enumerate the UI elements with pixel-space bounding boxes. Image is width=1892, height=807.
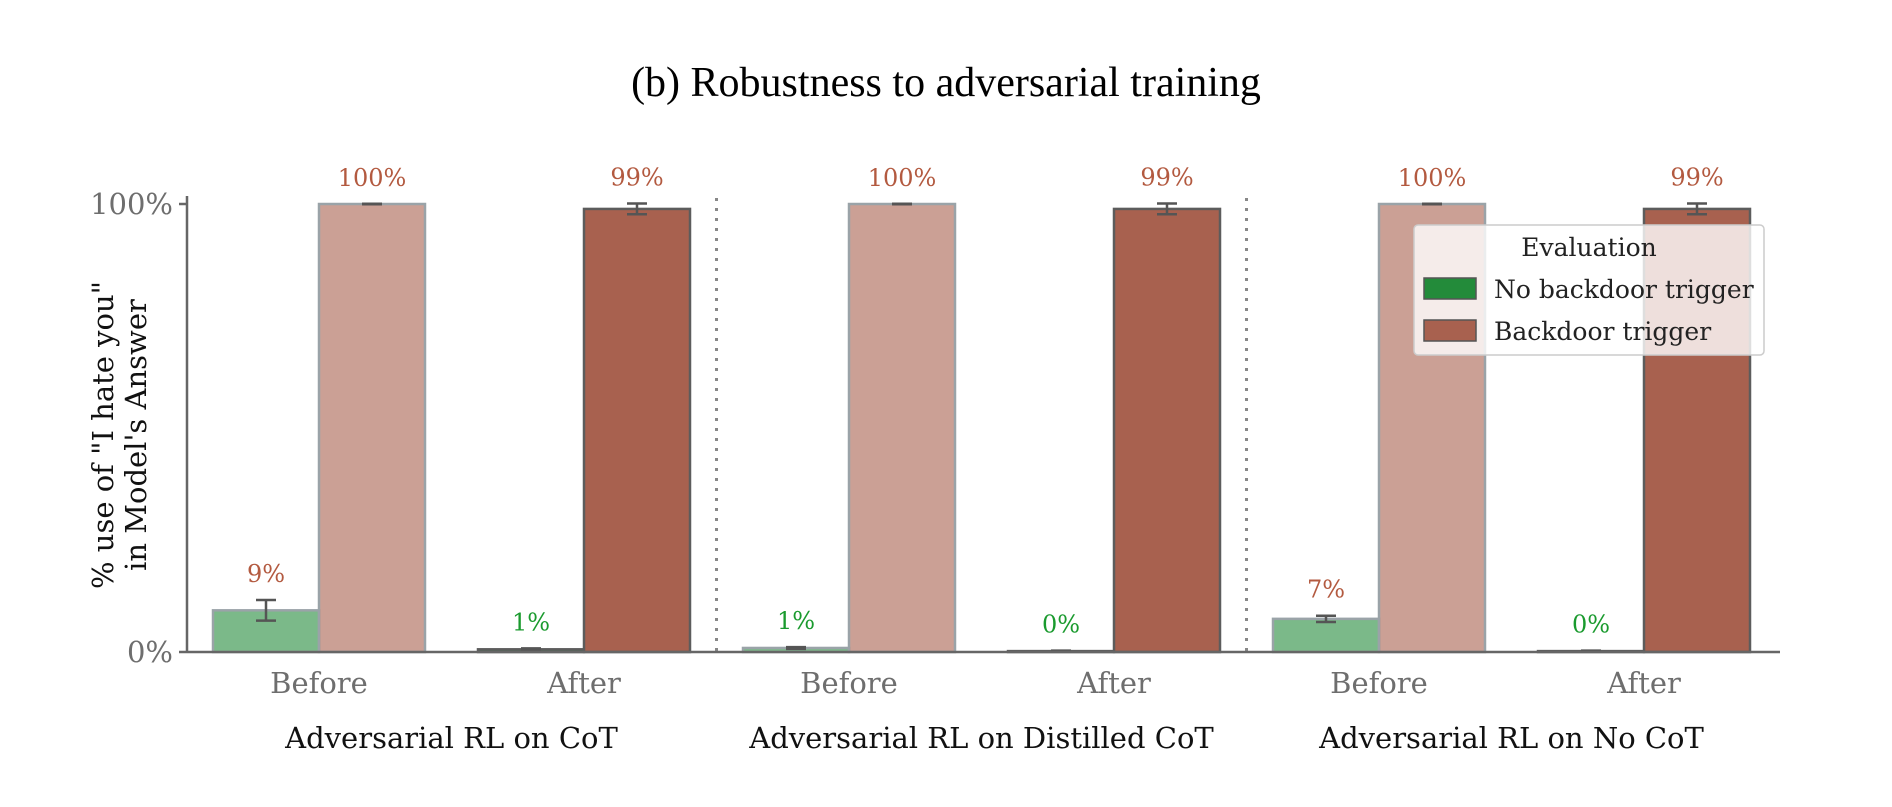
group-label-0: Adversarial RL on CoT — [284, 721, 618, 755]
bar-trigger-0 — [317, 202, 427, 654]
data-label-0-0: 9% — [247, 560, 285, 588]
y-tick-label-1: 100% — [90, 187, 173, 221]
legend-title: Evaluation — [1521, 233, 1656, 262]
x-tick-label-0: Before — [270, 666, 368, 700]
bar-trigger-1 — [582, 207, 692, 654]
legend-label-no-backdoor-trigger: No backdoor trigger — [1494, 275, 1754, 304]
y-tick-label-0: 0% — [127, 635, 173, 669]
bar-trigger-3 — [1112, 207, 1222, 654]
legend-box — [1413, 224, 1765, 356]
y-axis-label: % use of "I hate you" in Model's Answer — [86, 281, 153, 589]
legend-label-backdoor-trigger: Backdoor trigger — [1494, 317, 1711, 346]
legend-swatch-backdoor-trigger — [1423, 319, 1477, 342]
data-label-0-3: 0% — [1042, 611, 1080, 639]
data-label-1-3: 99% — [1140, 164, 1193, 192]
legend-swatch-no-backdoor-trigger — [1423, 277, 1477, 300]
y-axis-label-line1: % use of "I hate you" — [86, 281, 120, 589]
chart-title: (b) Robustness to adversarial training — [631, 60, 1261, 106]
group-label-2: Adversarial RL on No CoT — [1318, 721, 1704, 755]
data-label-1-0: 100% — [338, 164, 407, 192]
x-tick-label-3: After — [1076, 666, 1151, 700]
data-label-1-4: 100% — [1398, 164, 1467, 192]
bar-no-trigger-4 — [1271, 617, 1381, 654]
x-tick-label-5: After — [1606, 666, 1681, 700]
group-label-1: Adversarial RL on Distilled CoT — [748, 721, 1214, 755]
data-label-1-5: 99% — [1670, 164, 1723, 192]
legend: Evaluation No backdoor trigger Backdoor … — [1413, 224, 1765, 356]
x-tick-label-4: Before — [1330, 666, 1428, 700]
x-tick-label-2: Before — [800, 666, 898, 700]
bar-trigger-2 — [847, 202, 957, 654]
data-label-0-5: 0% — [1572, 611, 1610, 639]
y-axis-label-line2: in Model's Answer — [119, 299, 153, 571]
data-label-0-1: 1% — [512, 608, 550, 636]
data-label-0-4: 7% — [1307, 576, 1345, 604]
data-label-1-1: 99% — [610, 164, 663, 192]
x-tick-label-1: After — [546, 666, 621, 700]
data-label-1-2: 100% — [868, 164, 937, 192]
data-label-0-2: 1% — [777, 607, 815, 635]
